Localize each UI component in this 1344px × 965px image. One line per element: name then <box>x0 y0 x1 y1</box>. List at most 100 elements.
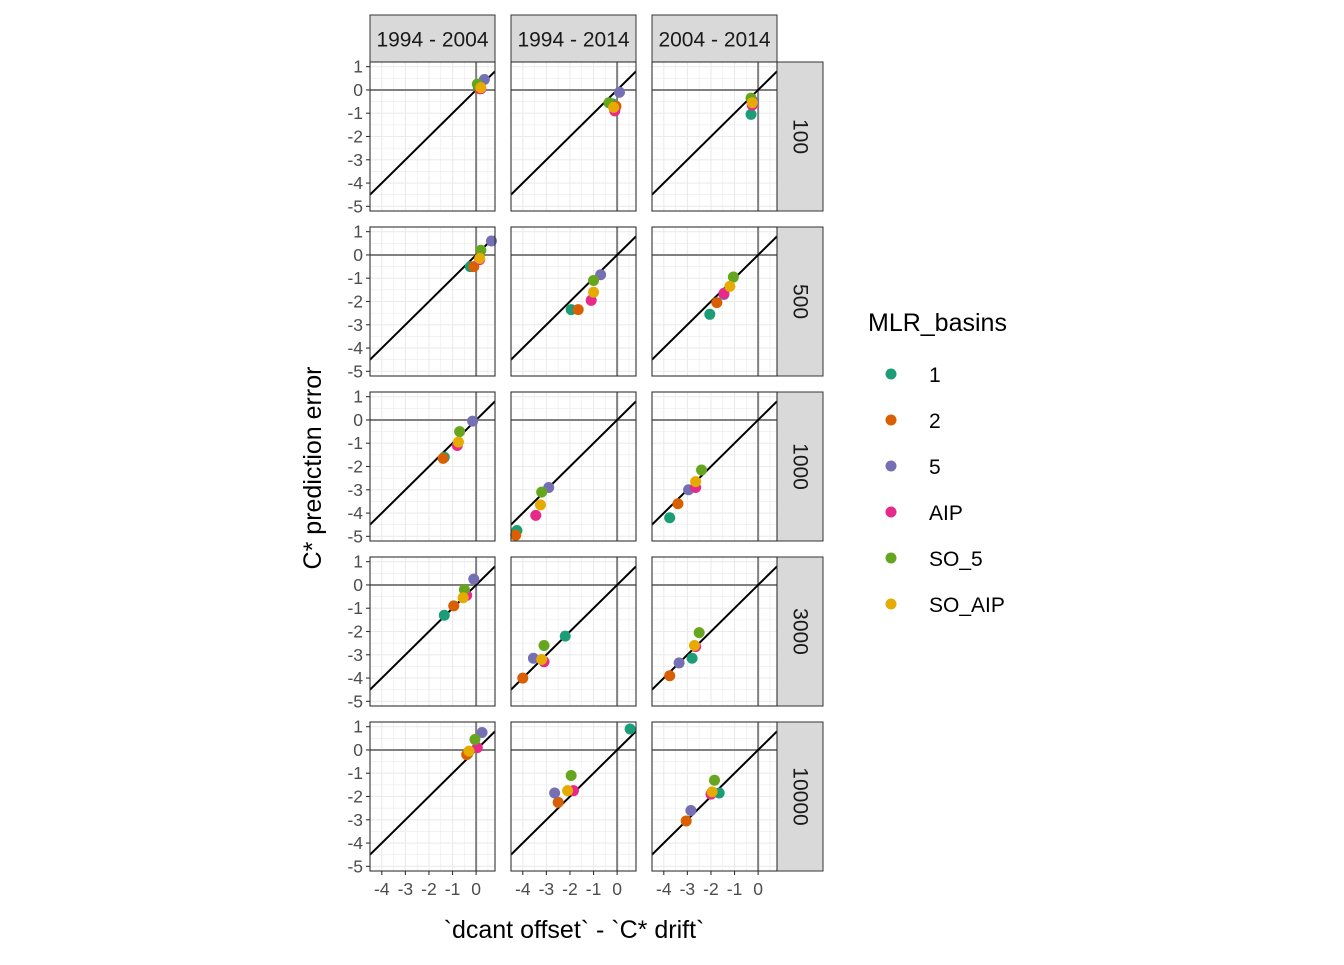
facet-strip-background <box>776 61 824 212</box>
y-tick-label: -3 <box>347 810 363 830</box>
facet-strip-background <box>651 14 778 63</box>
y-tick-label: -5 <box>347 196 363 216</box>
legend-key <box>885 552 897 564</box>
facet-panel-4-1 <box>510 721 637 872</box>
x-tick-label: 0 <box>471 879 481 899</box>
x-axis-column-0: -4 -3 -2 -1 0 <box>374 871 481 899</box>
data-point-2 <box>672 498 684 510</box>
data-point-so-5 <box>536 486 548 498</box>
y-tick-label: 1 <box>353 552 363 572</box>
facet-strip-column-1: 1994 - 2014 <box>510 14 637 63</box>
data-point-so-aip <box>588 286 600 298</box>
panel-border <box>651 226 778 377</box>
facet-strip-column-0: 1994 - 2004 <box>369 14 496 63</box>
y-axis-row-3: 1 0 -1 -2 -3 -4 -5 <box>347 552 370 711</box>
data-point-1 <box>686 652 698 664</box>
facet-strip-label: 2004 - 2014 <box>658 29 770 52</box>
y-axis-title: C* prediction error <box>299 367 327 570</box>
y-tick-label: -5 <box>347 856 363 876</box>
facet-strip-label: 3000 <box>789 608 812 655</box>
facet-panel-1-0 <box>369 226 497 377</box>
y-tick-label: -1 <box>347 268 363 288</box>
x-tick-label: -1 <box>586 879 602 899</box>
panel-border <box>510 721 637 872</box>
data-point-2 <box>552 796 564 808</box>
facet-panel-2-0 <box>369 391 496 542</box>
facet-strip-background <box>369 14 496 63</box>
facet-strip-label: 10000 <box>789 767 812 825</box>
facet-panel-2-2 <box>651 391 778 542</box>
data-point-so-5 <box>469 733 481 745</box>
y-tick-label: 1 <box>353 717 363 737</box>
data-point-so-aip <box>457 592 469 604</box>
y-tick-label: -3 <box>347 645 363 665</box>
facet-strip-label: 500 <box>789 284 812 319</box>
x-axis-column-2: -4 -3 -2 -1 0 <box>656 871 763 899</box>
y-tick-label: 1 <box>353 387 363 407</box>
data-point-so-5 <box>565 770 577 782</box>
identity-line <box>370 235 495 361</box>
data-point-2 <box>572 304 584 316</box>
data-point-so-5 <box>709 774 720 786</box>
data-point-so-5 <box>696 464 708 476</box>
x-tick-label: -2 <box>421 879 437 899</box>
identity-line <box>652 565 777 691</box>
data-point-so-aip <box>534 499 546 511</box>
x-tick-label: 0 <box>612 879 622 899</box>
y-axis-row-0: 1 0 -1 -2 -3 -4 -5 <box>347 57 370 216</box>
data-point-so-5 <box>458 584 470 596</box>
panel-border <box>651 61 778 212</box>
data-point-1 <box>559 630 571 642</box>
legend-item-5: 5 <box>885 456 941 479</box>
y-axis-row-4: 1 0 -1 -2 -3 -4 -5 <box>347 717 370 876</box>
facet-strip-background <box>776 226 824 377</box>
facet-panel-0-0 <box>369 61 496 212</box>
panel-border <box>651 721 778 872</box>
y-tick-label: 1 <box>353 222 363 242</box>
data-point-so-5 <box>693 627 705 639</box>
x-tick-label: -4 <box>374 879 390 899</box>
data-point-5 <box>468 573 480 585</box>
legend-title: MLR_basins <box>868 309 1007 337</box>
facet-panel-3-1 <box>510 556 637 707</box>
x-axis-column-1: -4 -3 -2 -1 0 <box>515 871 622 899</box>
panel-border <box>510 226 637 377</box>
legend-key <box>885 506 897 518</box>
y-tick-label: 0 <box>353 575 363 595</box>
y-tick-label: -4 <box>347 668 363 688</box>
identity-line <box>511 235 636 361</box>
data-point-2 <box>664 670 676 682</box>
facet-panel-0-2 <box>651 61 778 212</box>
data-point-so-5 <box>454 426 466 438</box>
identity-line <box>511 565 636 691</box>
data-point-so-5 <box>588 275 600 287</box>
x-tick-label: -4 <box>656 879 672 899</box>
facet-strip-column-2: 2004 - 2014 <box>651 14 778 63</box>
data-point-5 <box>467 415 479 427</box>
facet-strip-label: 1000 <box>789 443 812 490</box>
legend-label: 5 <box>929 456 941 479</box>
facet-strip-background <box>776 391 824 542</box>
data-point-so-aip <box>562 785 574 797</box>
x-tick-label: 0 <box>753 879 763 899</box>
y-tick-label: 1 <box>353 57 363 77</box>
facet-strip-row-4: 10000 <box>776 721 824 872</box>
data-point-so-aip <box>690 476 702 488</box>
x-tick-label: -3 <box>398 879 414 899</box>
data-point-so-aip <box>724 280 736 292</box>
legend-item-2: 2 <box>885 410 941 433</box>
facet-panel-1-1 <box>510 226 637 377</box>
legend-label: SO_AIP <box>929 594 1005 617</box>
facet-strip-background <box>776 556 824 707</box>
legend-item-aip: AIP <box>885 502 963 525</box>
y-tick-label: -2 <box>347 127 363 147</box>
facet-strip-row-1: 500 <box>776 226 824 377</box>
identity-line <box>370 70 495 196</box>
panel-border <box>510 391 637 542</box>
x-tick-label: -3 <box>680 879 696 899</box>
data-point-so-aip <box>706 786 718 798</box>
data-point-5 <box>673 657 685 669</box>
data-point-so-aip <box>452 436 464 448</box>
